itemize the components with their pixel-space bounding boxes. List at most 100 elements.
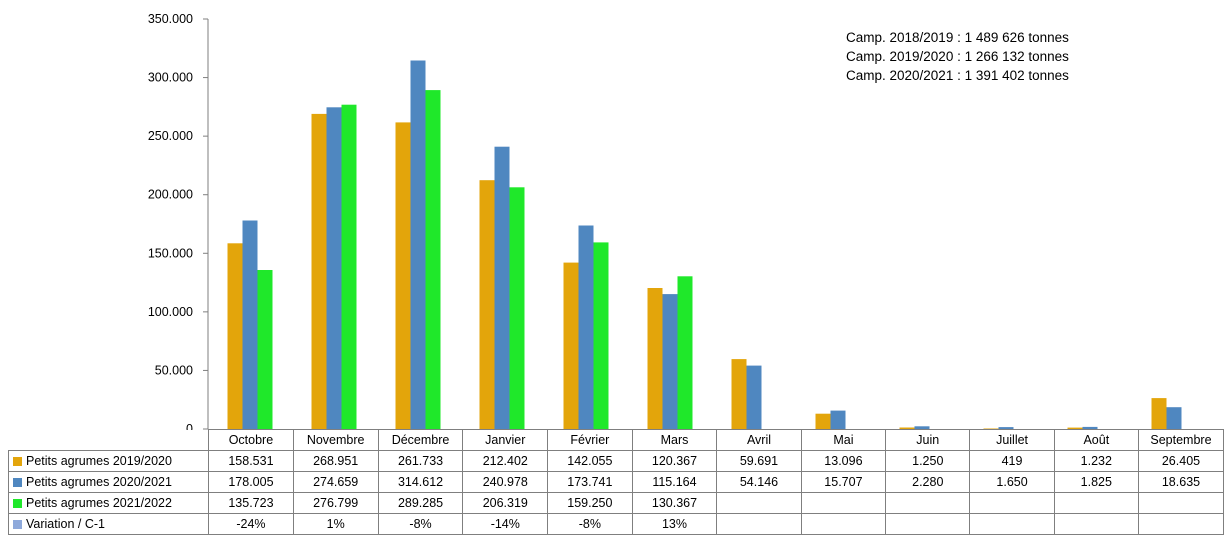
y-tick-label: 250.000 [148, 129, 193, 143]
bar [509, 187, 525, 429]
table-header-row: Octobre Novembre Décembre Janvier Février Mar… [8, 429, 1224, 451]
legend-swatch [13, 499, 22, 508]
bar [815, 413, 831, 429]
data-label [716, 513, 802, 535]
bars [227, 60, 1182, 430]
category-label: Février [547, 429, 633, 451]
legend-entry: Variation / C-1 [7, 513, 210, 535]
bar [494, 146, 510, 429]
data-label: -24% [208, 513, 294, 535]
legend-swatch [13, 520, 22, 529]
bar [326, 107, 342, 430]
data-label: 276.799 [292, 492, 379, 514]
data-label [1053, 492, 1139, 514]
series-name: Petits agrumes 2019/2020 [26, 454, 172, 468]
data-table: Octobre Novembre Décembre Janvier Février Mar… [7, 429, 1224, 535]
bar [1166, 407, 1182, 429]
y-tick-label: 100.000 [148, 305, 193, 319]
bar [425, 90, 441, 429]
y-tick-label: 150.000 [148, 246, 193, 260]
data-label: 289.285 [377, 492, 464, 514]
data-label [1137, 513, 1224, 535]
data-label [800, 513, 887, 535]
table-corner [8, 429, 210, 451]
data-label: 13% [631, 513, 718, 535]
data-label: 2.280 [885, 471, 971, 493]
data-label: -8% [377, 513, 464, 535]
data-label [885, 492, 971, 514]
legend-entry: Petits agrumes 2020/2021 [7, 471, 210, 493]
bar [899, 427, 915, 429]
bar [746, 365, 762, 429]
data-label: 120.367 [631, 450, 718, 472]
campaign-total-2: Camp. 2019/2020 : 1 266 132 tonnes [846, 49, 1069, 64]
data-label: 240.978 [462, 471, 549, 493]
data-label: -14% [462, 513, 549, 535]
data-label: 142.055 [547, 450, 633, 472]
category-label: Mai [800, 429, 887, 451]
y-axis: 0 50.000 100.000 150.000 200.000 250.000 300.0… [148, 12, 209, 430]
data-label [1137, 492, 1224, 514]
table-row: Variation / C-1 -24% 1% -8% -14% -8% 13% [7, 513, 1224, 535]
data-label [969, 513, 1055, 535]
data-label: 261.733 [377, 450, 464, 472]
bar [578, 225, 594, 429]
bar [1151, 398, 1167, 429]
data-label: 15.707 [800, 471, 887, 493]
table-row: Petits agrumes 2020/2021 178.005 274.659 31… [7, 471, 1224, 493]
data-label: 268.951 [292, 450, 379, 472]
bar [341, 104, 357, 429]
data-label: 18.635 [1137, 471, 1224, 493]
data-label: 1.232 [1053, 450, 1139, 472]
bar [830, 410, 846, 429]
data-label: 26.405 [1137, 450, 1224, 472]
legend-entry: Petits agrumes 2019/2020 [7, 450, 210, 472]
data-label: 274.659 [292, 471, 379, 493]
category-label: Avril [716, 429, 802, 451]
data-label [800, 492, 887, 514]
bar-chart: 0 50.000 100.000 150.000 200.000 250.000 300.0… [148, 12, 1182, 430]
bar [227, 243, 243, 429]
data-label: 1% [292, 513, 379, 535]
legend-swatch [13, 457, 22, 466]
bar [479, 180, 495, 429]
data-label: 135.723 [208, 492, 294, 514]
legend-swatch [13, 478, 22, 487]
series-name: Variation / C-1 [26, 517, 105, 531]
y-tick-label: 350.000 [148, 12, 193, 26]
series-name: Petits agrumes 2020/2021 [26, 475, 172, 489]
data-label: 419 [969, 450, 1055, 472]
data-label: 1.250 [885, 450, 971, 472]
category-label: Septembre [1137, 429, 1224, 451]
bar [242, 220, 258, 429]
bar [998, 427, 1014, 429]
campaign-total-3: Camp. 2020/2021 : 1 391 402 tonnes [846, 68, 1069, 83]
y-tick-label: 50.000 [155, 363, 193, 377]
bar [647, 288, 663, 429]
category-label: Juin [885, 429, 971, 451]
campaign-totals: Camp. 2018/2019 : 1 489 626 tonnes Camp.… [846, 28, 1069, 85]
category-label: Novembre [292, 429, 379, 451]
data-label: 206.319 [462, 492, 549, 514]
data-label: 59.691 [716, 450, 802, 472]
data-label: 173.741 [547, 471, 633, 493]
bar [677, 276, 693, 429]
data-label: 54.146 [716, 471, 802, 493]
bar [593, 242, 609, 429]
table-row: Petits agrumes 2019/2020 158.531 268.951 26… [7, 450, 1224, 472]
bar [563, 262, 579, 429]
category-label: Mars [631, 429, 718, 451]
bar [311, 113, 327, 430]
data-label [1053, 513, 1139, 535]
data-label [885, 513, 971, 535]
data-label: 13.096 [800, 450, 887, 472]
data-label: 130.367 [631, 492, 718, 514]
data-label: 314.612 [377, 471, 464, 493]
series-name: Petits agrumes 2021/2022 [26, 496, 172, 510]
bar [662, 294, 678, 429]
bar [410, 60, 426, 429]
category-label: Juillet [969, 429, 1055, 451]
data-label: 115.164 [631, 471, 718, 493]
data-label: -8% [547, 513, 633, 535]
data-label: 178.005 [208, 471, 294, 493]
